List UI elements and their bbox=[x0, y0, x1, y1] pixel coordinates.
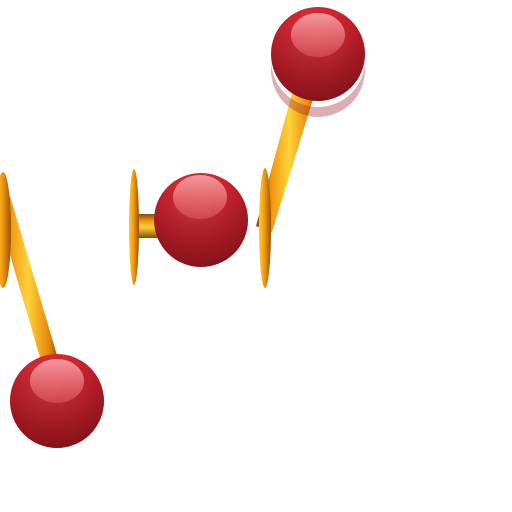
right-stick-cap bbox=[259, 168, 271, 288]
left-stick-cap bbox=[0, 172, 11, 288]
right-stick bbox=[256, 64, 322, 288]
left-stick bbox=[0, 172, 62, 378]
ball-highlight bbox=[173, 175, 227, 219]
ball-bottom-left bbox=[10, 354, 104, 448]
ball-middle bbox=[154, 173, 248, 267]
ball-highlight bbox=[30, 359, 84, 403]
middle-stick-cap bbox=[129, 169, 139, 285]
ball-highlight bbox=[291, 13, 345, 57]
ball-top-right bbox=[271, 7, 365, 117]
